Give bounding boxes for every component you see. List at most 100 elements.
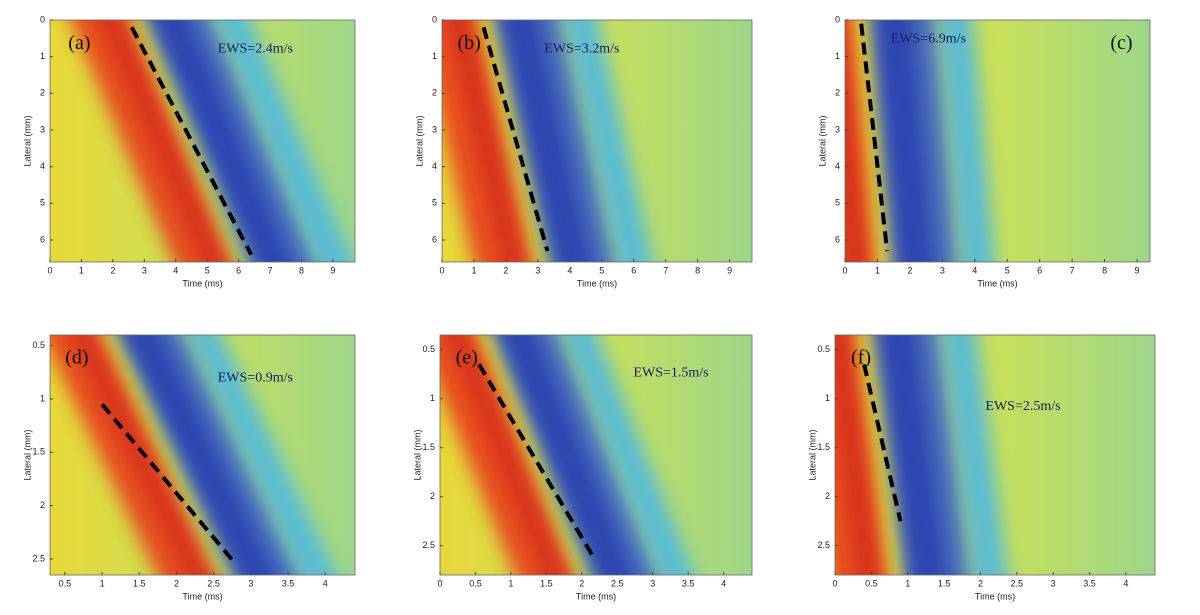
y-tick-label: 3: [432, 124, 437, 134]
x-tick-label: 1: [100, 578, 105, 588]
y-tick-label: 1: [835, 51, 840, 61]
y-tick-label: 3: [835, 124, 840, 134]
x-tick-label: 2: [579, 578, 584, 588]
x-tick-label: 2: [174, 578, 179, 588]
x-tick-label: 6: [1037, 265, 1042, 275]
heatmap-band: [123, 335, 277, 575]
heatmap-band: [71, 335, 209, 575]
panel: 0 1 2 3 4 5 6 7 8 9 0 1 2 3 4 5 6 Time (ms) Lateral (mm) (a…: [22, 14, 356, 288]
heatmap: [50, 335, 355, 575]
y-tick-label: 2.5: [422, 540, 435, 550]
x-tick-label: 0: [47, 265, 52, 275]
heatmap-band: [152, 20, 293, 262]
x-tick-label: 3: [940, 265, 945, 275]
fit-line: [862, 363, 903, 522]
heatmap-band: [878, 335, 948, 575]
y-tick-label: 2: [430, 491, 435, 501]
x-tick-label: 0: [437, 578, 442, 588]
annotation: EWS=0.9m/s: [218, 370, 293, 385]
heatmap-band: [186, 335, 337, 575]
y-tick-label: 4: [40, 161, 45, 171]
x-tick-label: 2.5: [611, 578, 624, 588]
fit-line: [129, 26, 254, 256]
y-tick-label: 2: [432, 88, 437, 98]
y-tick-label: 1: [825, 393, 830, 403]
x-tick-label: 1: [905, 578, 910, 588]
x-tick-label: 6: [236, 265, 241, 275]
x-axis-title: Time (ms): [977, 278, 1017, 288]
panel: 0 0.5 1 1.5 2 2.5 3 3.5 4 0.5 1 1.5 2 2.5 Time (ms) Lat…: [412, 334, 753, 601]
y-tick-label: 2: [835, 88, 840, 98]
x-tick-label: 3: [650, 578, 655, 588]
x-tick-label: 5: [599, 265, 604, 275]
x-tick-label: 7: [1070, 265, 1075, 275]
x-tick-label: 7: [268, 265, 273, 275]
panel: 0.5 1 1.5 2 2.5 3 3.5 4 0.5 1 1.5 2 2.5 Time (ms) Late…: [22, 334, 356, 601]
x-tick-label: 8: [695, 265, 700, 275]
plot-frame: [49, 19, 356, 263]
heatmap: [440, 335, 752, 575]
x-tick-label: 8: [299, 265, 304, 275]
y-tick-label: 3: [40, 124, 45, 134]
y-tick-label: 1.5: [32, 447, 45, 457]
x-tick-label: 5: [1005, 265, 1010, 275]
x-tick-label: 9: [1135, 265, 1140, 275]
x-tick-label: 1: [875, 265, 880, 275]
y-tick-label: 0.5: [32, 340, 45, 350]
heatmap-band: [938, 20, 996, 262]
x-tick-label: 8: [1102, 265, 1107, 275]
y-tick-label: 0: [432, 14, 437, 24]
plot-frame: [844, 19, 1151, 263]
x-axis-title: Time (ms): [576, 591, 616, 601]
y-tick-label: 5: [432, 198, 437, 208]
y-tick-label: 2: [40, 88, 45, 98]
panel-label: (a): [68, 32, 90, 54]
heatmap: [442, 20, 752, 262]
y-tick-label: 1.5: [422, 442, 435, 452]
x-tick-label: 3.5: [682, 578, 695, 588]
panel-label: (b): [458, 32, 481, 54]
x-tick-label: 0: [832, 578, 837, 588]
heatmap-band: [500, 20, 593, 262]
heatmap: [845, 20, 1150, 262]
panel-label: (e): [456, 347, 478, 369]
x-axis-title: Time (ms): [577, 278, 617, 288]
x-tick-label: 4: [173, 265, 178, 275]
panel: 0 1 2 3 4 5 6 7 8 9 0 1 2 3 4 5 6 Time (ms) Lateral (mm) (b…: [414, 14, 753, 288]
y-tick-label: 2: [825, 491, 830, 501]
heatmap-band: [448, 20, 525, 262]
annotation: EWS=3.2m/s: [544, 41, 619, 56]
x-tick-label: 4: [323, 578, 328, 588]
y-tick-label: 5: [835, 198, 840, 208]
y-axis-title: Lateral (mm): [412, 429, 422, 480]
x-tick-label: 1: [508, 578, 513, 588]
y-tick-label: 1: [40, 51, 45, 61]
x-tick-label: 2: [907, 265, 912, 275]
x-tick-label: 2: [503, 265, 508, 275]
annotation: EWS=2.5m/s: [985, 399, 1060, 414]
x-tick-label: 0: [439, 265, 444, 275]
x-tick-label: 4: [567, 265, 572, 275]
heatmap-band: [100, 20, 225, 262]
heatmap-band: [215, 20, 353, 262]
plot-frame: [49, 334, 356, 576]
y-tick-label: 4: [835, 161, 840, 171]
y-axis-title: Lateral (mm): [414, 115, 424, 166]
y-tick-label: 6: [835, 234, 840, 244]
x-tick-label: 4: [1123, 578, 1128, 588]
heatmap-band: [845, 20, 868, 262]
heatmap-band: [447, 335, 567, 575]
y-axis-title: Lateral (mm): [817, 115, 827, 166]
x-tick-label: 3: [248, 578, 253, 588]
panel: 0 0.5 1 1.5 2 2.5 3 3.5 4 0.5 1 1.5 2 2.5 Time (ms) Lat…: [807, 334, 1156, 601]
x-tick-label: 4: [721, 578, 726, 588]
x-tick-label: 1: [79, 265, 84, 275]
y-tick-label: 4: [432, 161, 437, 171]
x-tick-label: 9: [727, 265, 732, 275]
heatmap: [835, 335, 1155, 575]
x-tick-label: 3.5: [282, 578, 295, 588]
heatmap-band: [941, 335, 1008, 575]
y-axis-title: Lateral (mm): [22, 115, 32, 166]
plot-frame: [439, 334, 753, 576]
fit-line: [859, 23, 890, 252]
